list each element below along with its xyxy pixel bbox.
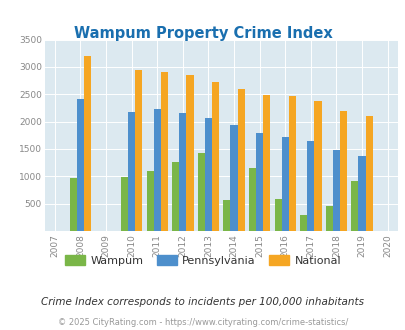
- Bar: [332, 149, 339, 231]
- Bar: [128, 112, 135, 231]
- Bar: [281, 137, 288, 231]
- Bar: [299, 215, 307, 231]
- Bar: [197, 153, 205, 231]
- Bar: [205, 118, 211, 231]
- Bar: [325, 206, 332, 231]
- Bar: [237, 89, 244, 231]
- Bar: [153, 109, 160, 231]
- Bar: [179, 113, 186, 231]
- Bar: [307, 141, 313, 231]
- Legend: Wampum, Pennsylvania, National: Wampum, Pennsylvania, National: [60, 250, 345, 270]
- Bar: [274, 199, 281, 231]
- Bar: [211, 82, 219, 231]
- Bar: [248, 168, 256, 231]
- Bar: [135, 70, 142, 231]
- Bar: [84, 56, 91, 231]
- Text: © 2025 CityRating.com - https://www.cityrating.com/crime-statistics/: © 2025 CityRating.com - https://www.city…: [58, 318, 347, 327]
- Bar: [358, 155, 365, 231]
- Bar: [77, 99, 84, 231]
- Bar: [160, 72, 168, 231]
- Bar: [256, 133, 262, 231]
- Bar: [223, 200, 230, 231]
- Bar: [288, 96, 295, 231]
- Text: Crime Index corresponds to incidents per 100,000 inhabitants: Crime Index corresponds to incidents per…: [41, 297, 364, 307]
- Bar: [365, 116, 372, 231]
- Bar: [262, 95, 270, 231]
- Bar: [350, 181, 358, 231]
- Bar: [230, 125, 237, 231]
- Bar: [121, 178, 128, 231]
- Text: Wampum Property Crime Index: Wampum Property Crime Index: [73, 26, 332, 41]
- Bar: [339, 111, 346, 231]
- Bar: [186, 75, 193, 231]
- Bar: [313, 101, 321, 231]
- Bar: [146, 171, 153, 231]
- Bar: [70, 178, 77, 231]
- Bar: [172, 162, 179, 231]
